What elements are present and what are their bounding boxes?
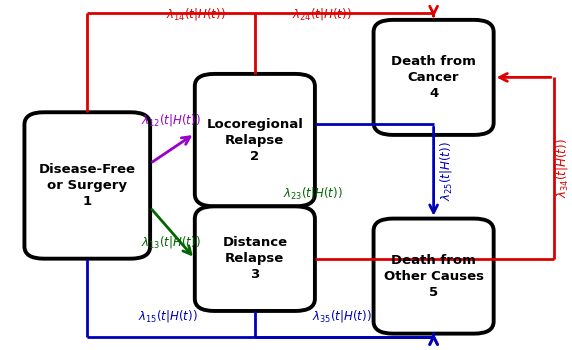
Text: Death from
Cancer
4: Death from Cancer 4	[391, 55, 476, 100]
Text: Distance
Relapse
3: Distance Relapse 3	[223, 236, 287, 281]
Text: $\lambda_{35}(t|H(t))$: $\lambda_{35}(t|H(t))$	[312, 308, 371, 324]
Text: Disease-Free
or Surgery
1: Disease-Free or Surgery 1	[39, 163, 136, 208]
Text: $\lambda_{15}(t|H(t))$: $\lambda_{15}(t|H(t))$	[138, 308, 198, 324]
Text: $\lambda_{23}(t|H(t))$: $\lambda_{23}(t|H(t))$	[283, 185, 343, 201]
FancyBboxPatch shape	[374, 20, 494, 135]
Text: $\lambda_{12}(t|H(t))$: $\lambda_{12}(t|H(t))$	[141, 112, 201, 128]
Text: $\lambda_{34}(t|H(t))$: $\lambda_{34}(t|H(t))$	[554, 138, 570, 198]
FancyBboxPatch shape	[195, 74, 315, 206]
FancyBboxPatch shape	[374, 219, 494, 334]
Text: Death from
Other Causes
5: Death from Other Causes 5	[384, 254, 483, 299]
Text: Locoregional
Relapse
2: Locoregional Relapse 2	[206, 118, 303, 163]
Text: $\lambda_{14}(t|H(t))$: $\lambda_{14}(t|H(t))$	[166, 6, 226, 22]
Text: $\lambda_{13}(t|H(t))$: $\lambda_{13}(t|H(t))$	[141, 234, 201, 250]
Text: $\lambda_{25}(t|H(t))$: $\lambda_{25}(t|H(t))$	[438, 142, 454, 201]
FancyBboxPatch shape	[25, 112, 150, 259]
FancyBboxPatch shape	[195, 206, 315, 311]
Text: $\lambda_{24}(t|H(t))$: $\lambda_{24}(t|H(t))$	[292, 6, 352, 22]
